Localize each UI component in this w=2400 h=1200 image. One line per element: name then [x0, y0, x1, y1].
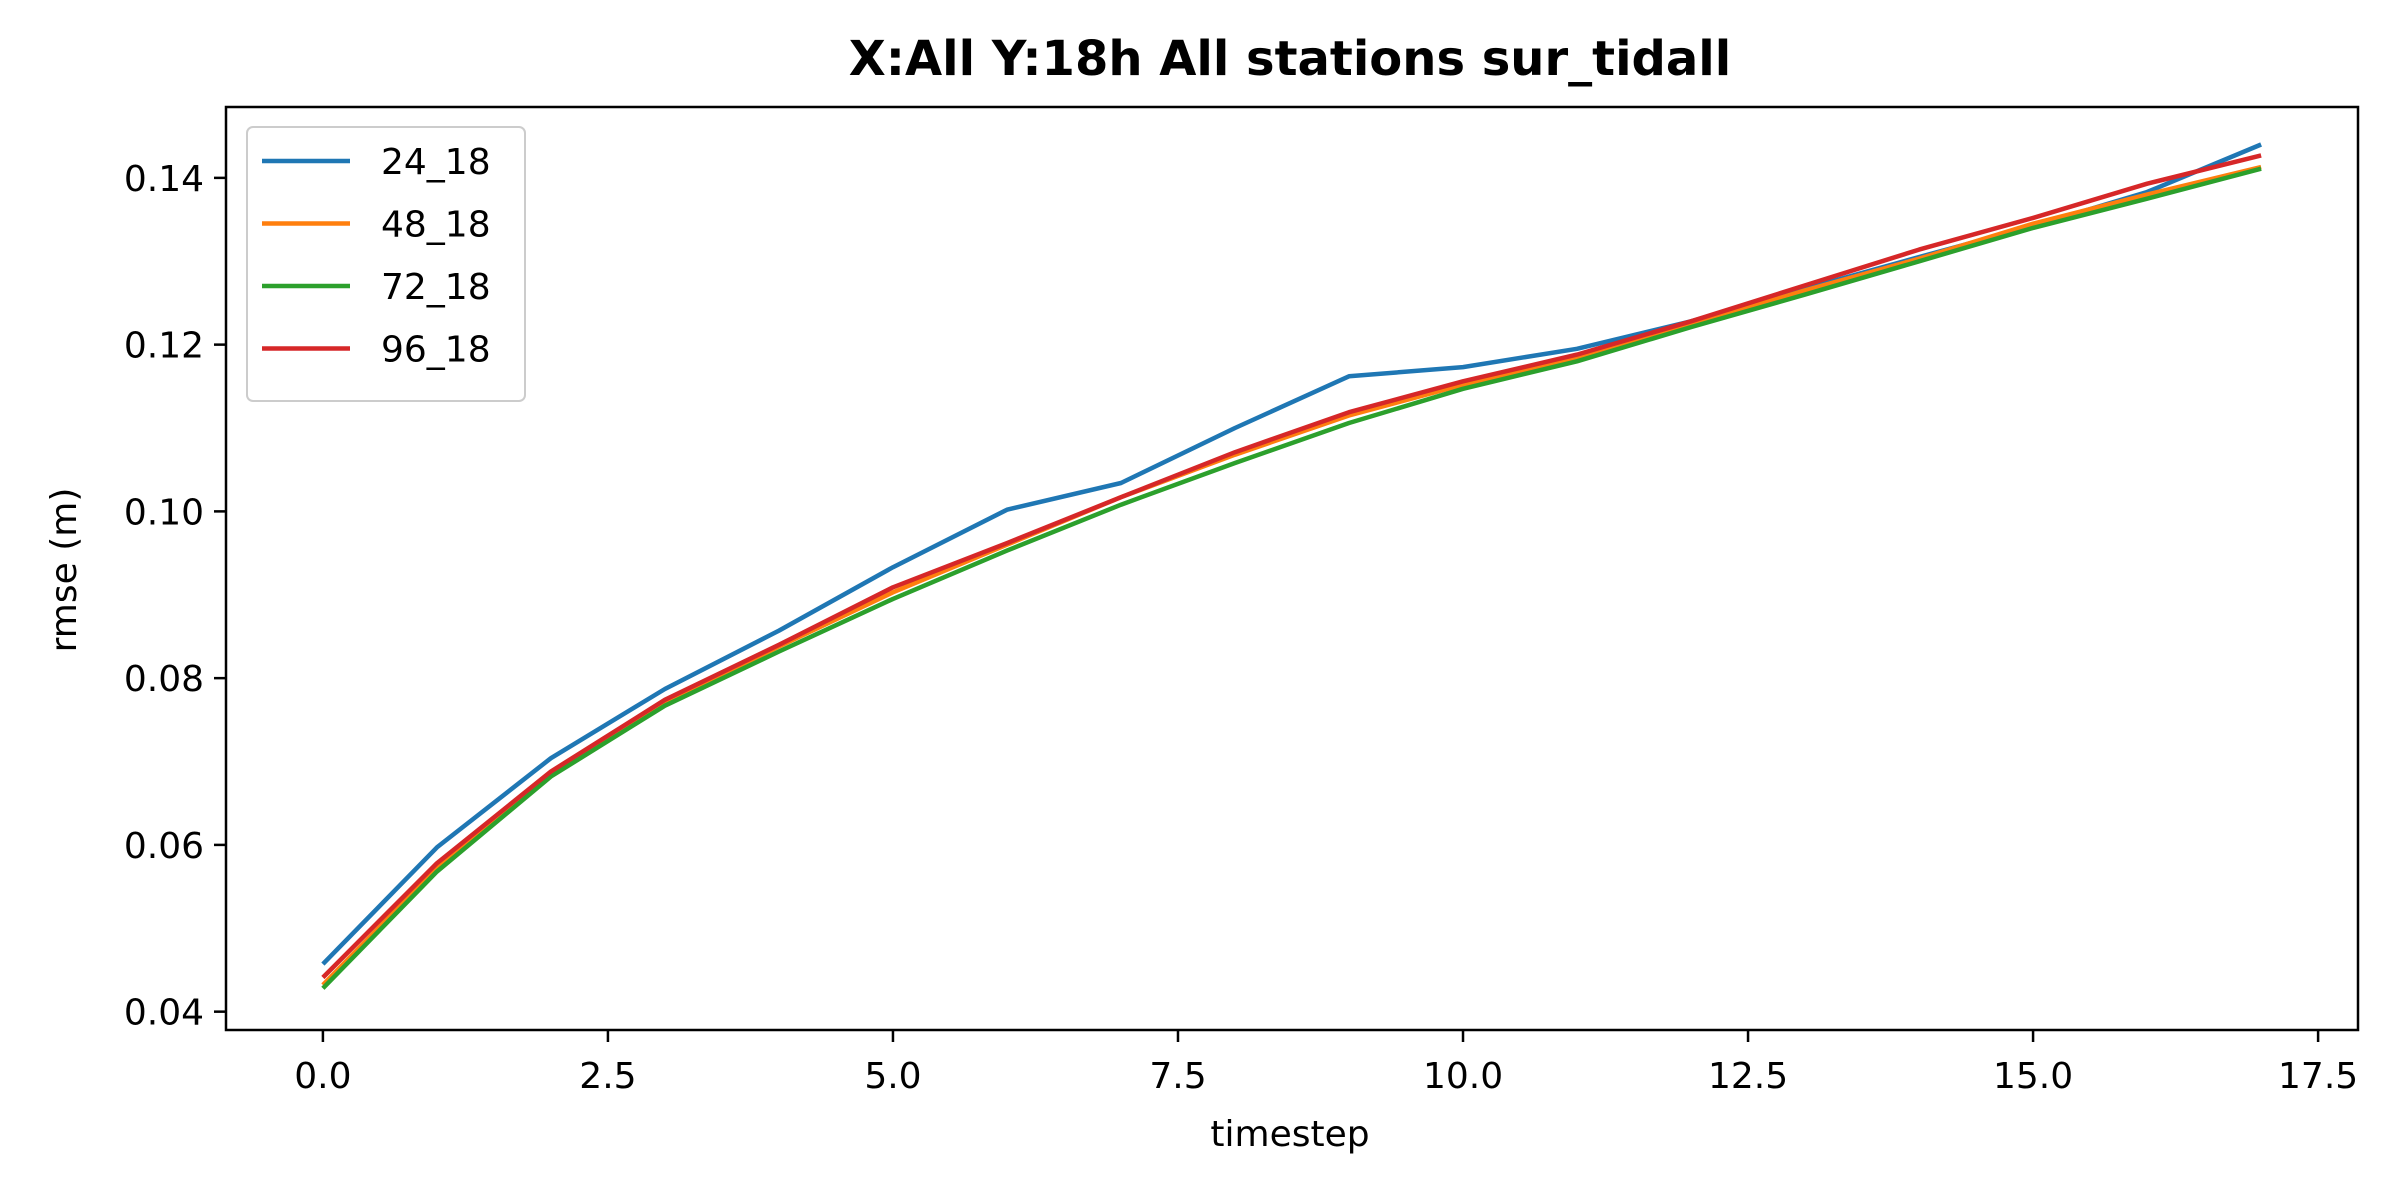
x-tick-label: 5.0 [864, 1056, 921, 1097]
y-tick-label: 0.06 [124, 826, 204, 867]
y-tick-label: 0.08 [124, 659, 204, 700]
x-tick-label: 0.0 [294, 1056, 351, 1097]
chart-title: X:All Y:18h All stations sur_tidall [849, 31, 1731, 87]
y-axis-label: rmse (m) [44, 488, 85, 653]
x-tick-label: 12.5 [1708, 1056, 1788, 1097]
legend-box [246, 126, 526, 402]
legend-label-24_18: 24_18 [381, 142, 491, 183]
series-line-96_18 [321, 153, 2262, 980]
x-tick-label: 10.0 [1423, 1056, 1503, 1097]
legend-label-72_18: 72_18 [381, 267, 491, 308]
x-tick-label: 17.5 [2278, 1056, 2358, 1097]
x-tick-label: 15.0 [1993, 1056, 2073, 1097]
series-line-72_18 [321, 166, 2262, 990]
legend-label-96_18: 96_18 [381, 330, 491, 371]
y-tick-label: 0.14 [124, 159, 204, 200]
plot-area: 0.0 2.5 5.0 7.5 10.0 12.5 15.0 17.5 0.04 0.06 0.08… [124, 105, 2360, 1097]
x-tick-label: 2.5 [579, 1056, 636, 1097]
axes-frame [224, 105, 2360, 1032]
y-tick-label: 0.10 [124, 492, 204, 533]
legend-label-48_18: 48_18 [381, 205, 491, 246]
x-tick-label: 7.5 [1149, 1056, 1206, 1097]
y-tick-label: 0.04 [124, 993, 204, 1034]
y-tick-label: 0.12 [124, 326, 204, 367]
x-axis-label: timestep [1210, 1114, 1369, 1155]
